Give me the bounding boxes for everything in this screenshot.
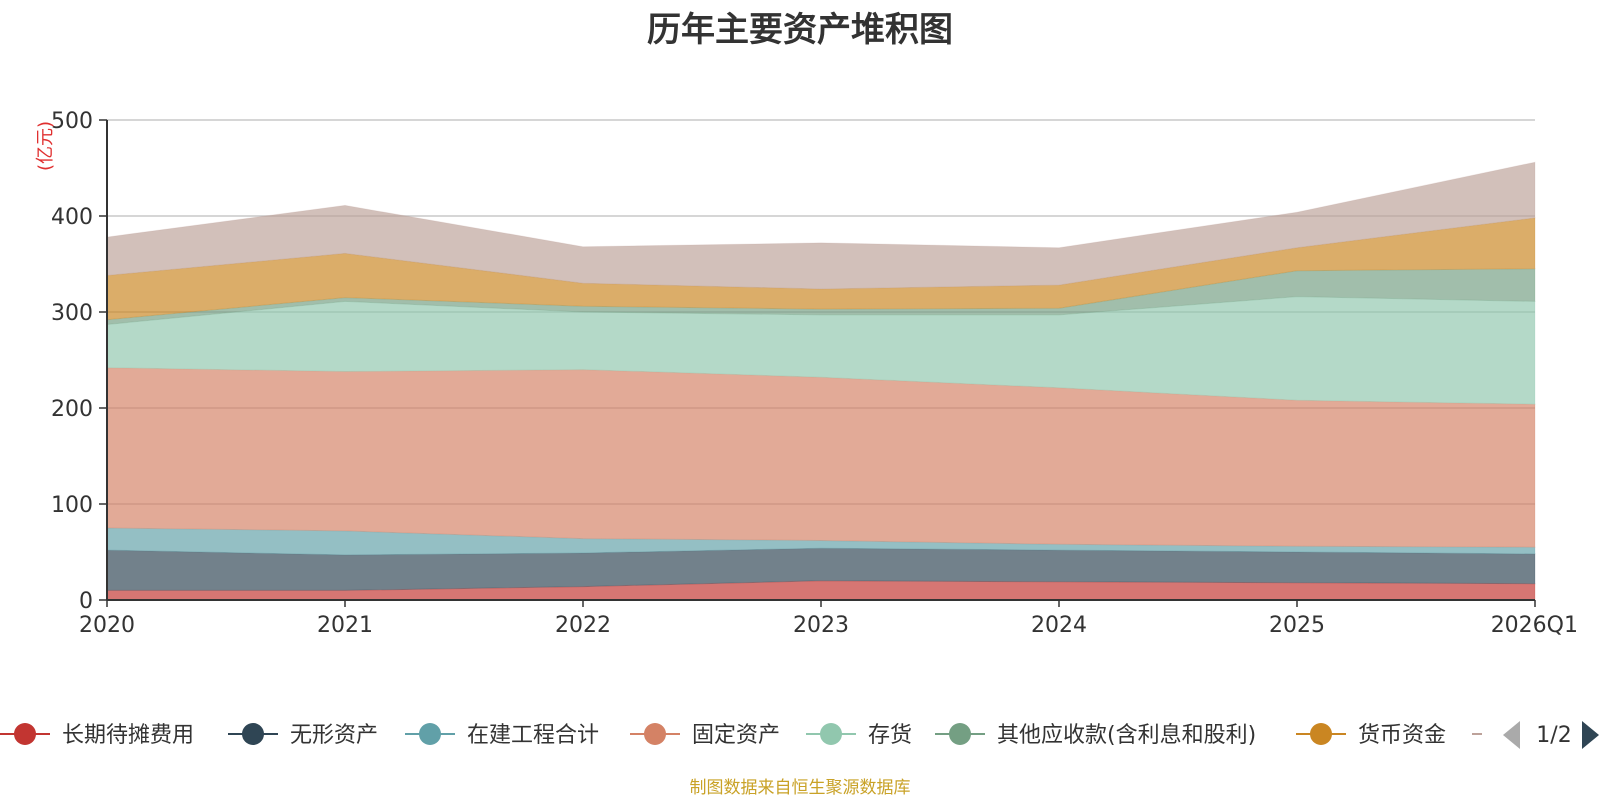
axes: 0 100 200 300 400 500 2020 2021 2022 2023 2024 2025… xyxy=(35,109,1578,638)
area-series-2 xyxy=(106,527,1536,556)
legend-label: 其他应收款(含利息和股利) xyxy=(997,723,1256,748)
legend-label: 长期待摊费用 xyxy=(62,723,194,748)
legend-item-4[interactable]: 存货 xyxy=(806,723,912,748)
x-tick-label: 2020 xyxy=(79,613,135,638)
source-note: 制图数据来自恒生聚源数据库 xyxy=(689,778,911,798)
y-tick-label: 200 xyxy=(51,397,93,422)
y-axis-unit: (亿元) xyxy=(35,121,56,171)
legend-label: 存货 xyxy=(868,723,912,748)
legend-prev-icon[interactable] xyxy=(1503,721,1520,749)
y-tick-label: 100 xyxy=(51,493,93,518)
y-tick-label: 400 xyxy=(51,205,93,230)
y-tick-label: 500 xyxy=(51,109,93,134)
chart-title: 历年主要资产堆积图 xyxy=(647,10,953,50)
x-tick-label: 2024 xyxy=(1031,613,1087,638)
area-series xyxy=(106,161,1536,601)
y-tick-label: 300 xyxy=(51,301,93,326)
legend-label: 无形资产 xyxy=(290,723,378,748)
x-tick-label: 2026Q1 xyxy=(1491,613,1578,638)
legend-label: 货币资金 xyxy=(1358,723,1446,748)
legend-item-0[interactable]: 长期待摊费用 xyxy=(0,723,194,748)
area-series-4 xyxy=(106,296,1536,405)
y-tick-label: 0 xyxy=(79,589,93,614)
legend-next-icon[interactable] xyxy=(1582,721,1599,749)
legend-item-6[interactable]: 货币资金 xyxy=(1296,723,1446,748)
x-tick-label: 2022 xyxy=(555,613,611,638)
legend-item-1[interactable]: 无形资产 xyxy=(228,723,378,748)
area-series-1 xyxy=(106,547,1536,591)
x-tick-label: 2025 xyxy=(1269,613,1325,638)
legend: 长期待摊费用 无形资产 在建工程合计 固定资产 存货 其他应收款(含利息和股利) 货币资金 1… xyxy=(0,721,1599,749)
x-tick-label: 2021 xyxy=(317,613,373,638)
area-series-7 xyxy=(106,161,1536,290)
legend-item-3[interactable]: 固定资产 xyxy=(630,723,780,748)
legend-label: 在建工程合计 xyxy=(467,723,599,748)
legend-item-2[interactable]: 在建工程合计 xyxy=(405,723,599,748)
legend-item-5[interactable]: 其他应收款(含利息和股利) xyxy=(935,723,1256,748)
legend-label: 固定资产 xyxy=(692,723,780,748)
legend-page-indicator: 1/2 xyxy=(1536,723,1571,748)
x-tick-label: 2023 xyxy=(793,613,849,638)
